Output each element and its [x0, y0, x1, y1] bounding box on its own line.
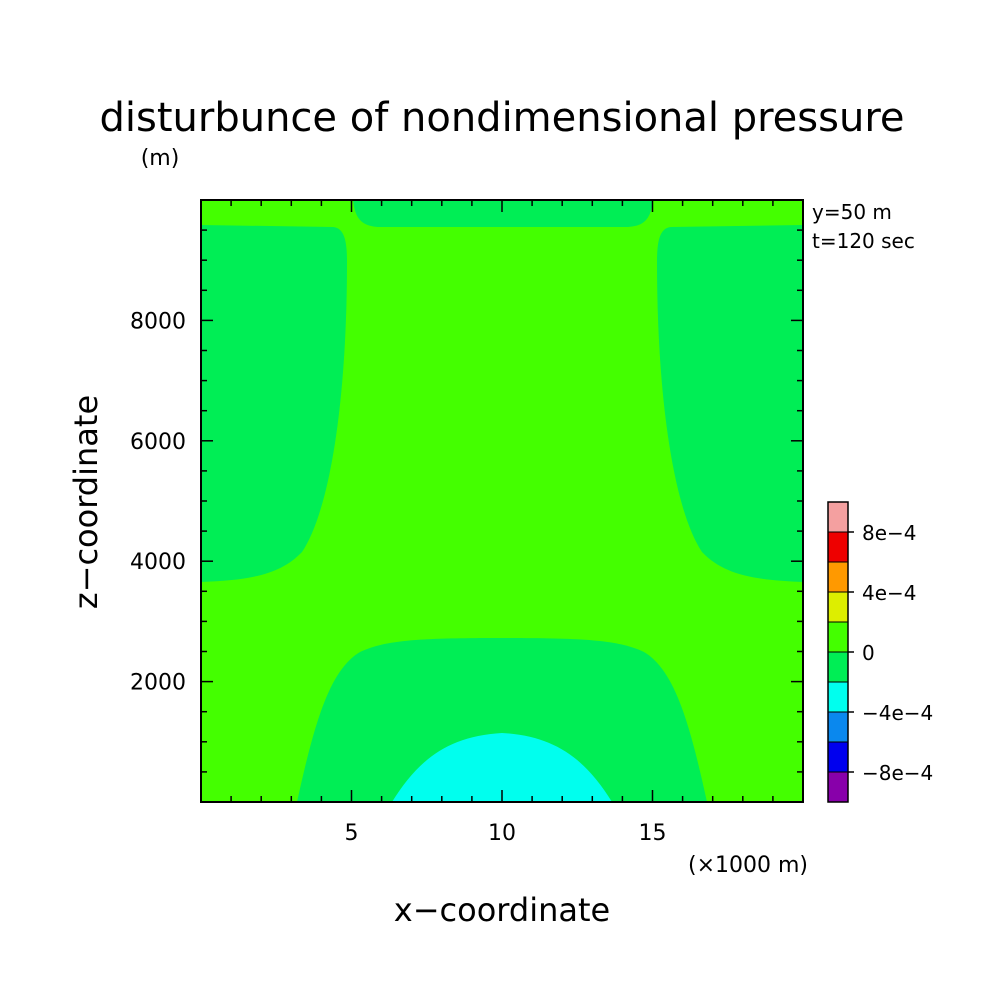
y-unit-label: (m): [141, 146, 180, 171]
y-tick-label: 4000: [130, 550, 186, 575]
y-tick-label: 2000: [130, 671, 186, 696]
y-tick-labels: 2000 4000 6000 8000: [130, 309, 186, 695]
colorbar-label: −8e−4: [862, 761, 933, 785]
contour-field: [201, 200, 803, 802]
axis-ticks: [201, 200, 803, 802]
colorbar-swatch: [827, 681, 849, 713]
colorbar-swatch: [827, 621, 849, 653]
colorbar-swatch: [827, 531, 849, 563]
region-top-center: [353, 200, 653, 227]
colorbar-swatch: [827, 651, 849, 683]
x-tick-label: 5: [345, 821, 359, 846]
colorbar-swatch: [827, 771, 849, 803]
colorbar-label: 0: [862, 641, 875, 665]
y-axis-label: z−coordinate: [67, 395, 105, 609]
colorbar-swatch: [827, 741, 849, 773]
region-background: [201, 200, 803, 802]
annotation-time: t=120 sec: [812, 229, 915, 253]
region-bottom-center-inner: [392, 733, 612, 802]
y-tick-label: 8000: [130, 309, 186, 334]
colorbar-label: −4e−4: [862, 701, 933, 725]
region-bottom-center-outer: [297, 638, 707, 802]
x-tick-label: 15: [639, 821, 667, 846]
colorbar-swatch: [827, 711, 849, 743]
colorbar-label: 8e−4: [862, 521, 917, 545]
annotation-position: y=50 m: [812, 200, 892, 224]
region-upper-left: [201, 225, 347, 582]
x-tick-labels: 5 10 15: [345, 821, 667, 846]
chart-title: disturbunce of nondimensional pressure: [100, 95, 905, 141]
colorbar-swatch: [827, 561, 849, 593]
colorbar: −8e−4 −4e−4 0 4e−4 8e−4: [827, 501, 933, 803]
region-upper-right: [657, 225, 803, 582]
x-tick-label: 10: [488, 821, 516, 846]
colorbar-swatch: [827, 591, 849, 623]
colorbar-label: 4e−4: [862, 581, 917, 605]
colorbar-swatch: [827, 501, 849, 533]
x-unit-label: (×1000 m): [688, 853, 808, 878]
y-tick-label: 6000: [130, 430, 186, 455]
x-axis-label: x−coordinate: [394, 891, 610, 929]
